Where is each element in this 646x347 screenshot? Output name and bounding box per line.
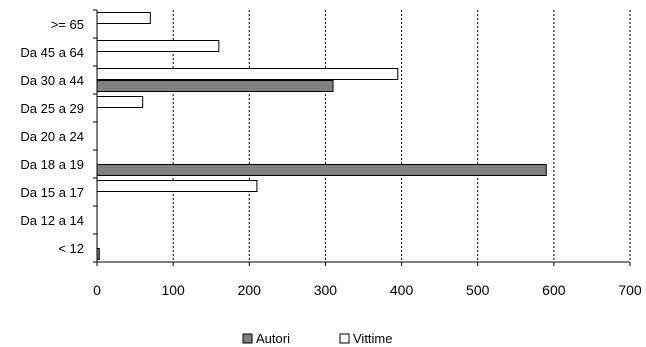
bar-autori — [96, 164, 547, 176]
bar-vittime — [96, 96, 144, 108]
x-tick-label: 400 — [390, 282, 414, 298]
x-tick-label: 200 — [238, 282, 262, 298]
category-label: < 12 — [58, 241, 84, 256]
bar-vittime — [96, 40, 220, 52]
category-label: Da 18 a 19 — [20, 157, 84, 172]
bars — [96, 12, 547, 260]
category-label: Da 15 a 17 — [20, 185, 84, 200]
legend-label-vittime: Vittime — [353, 331, 393, 346]
category-label: Da 25 a 29 — [20, 101, 84, 116]
bar-autori — [96, 80, 334, 92]
x-tick-label: 100 — [161, 282, 185, 298]
category-label: Da 12 a 14 — [20, 213, 84, 228]
x-tick-labels: 0 100 200 300 400 500 600 700 — [93, 282, 642, 298]
legend-label-autori: Autori — [256, 331, 290, 346]
x-tick-label: 0 — [93, 282, 101, 298]
legend-swatch-autori — [242, 333, 253, 344]
category-labels: >= 65 Da 45 a 64 Da 30 a 44 Da 25 a 29 Da 20… — [20, 17, 84, 256]
bar-vittime — [96, 180, 258, 192]
legend: Autori Vittime — [242, 331, 393, 346]
x-tick-label: 600 — [542, 282, 566, 298]
category-label: Da 45 a 64 — [20, 45, 84, 60]
x-tick-label: 700 — [618, 282, 642, 298]
bar-vittime — [96, 12, 151, 24]
bar-vittime — [96, 68, 399, 80]
category-label: Da 30 a 44 — [20, 73, 84, 88]
category-label: >= 65 — [51, 17, 84, 32]
legend-swatch-vittime — [339, 333, 350, 344]
category-label: Da 20 a 24 — [20, 129, 84, 144]
axes — [93, 9, 631, 266]
x-tick-label: 500 — [466, 282, 490, 298]
gridlines — [172, 10, 631, 262]
x-tick-label: 300 — [314, 282, 338, 298]
